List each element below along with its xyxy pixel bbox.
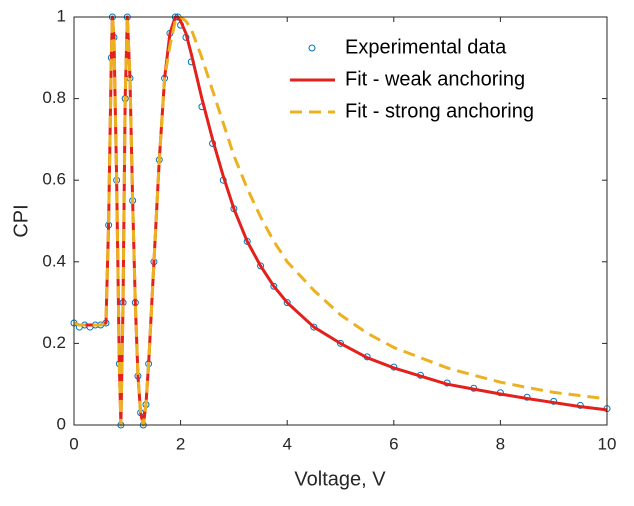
y-tick-label: 0.8 — [42, 88, 66, 107]
y-tick-label: 0.6 — [42, 170, 66, 189]
data-point — [310, 323, 318, 331]
x-tick-label: 0 — [69, 434, 78, 453]
legend-marker — [308, 44, 316, 52]
data-point — [270, 282, 278, 290]
legend-label: Fit - strong anchoring — [345, 100, 534, 122]
plot-frame — [73, 16, 608, 426]
x-tick-label: 2 — [176, 434, 185, 453]
x-tick-label: 10 — [598, 434, 617, 453]
series-line — [73, 15, 608, 427]
x-tick-label: 4 — [282, 434, 291, 453]
data-point — [283, 299, 291, 307]
x-tick-label: 8 — [496, 434, 505, 453]
y-tick-label: 1 — [57, 6, 66, 25]
x-tick-label: 6 — [389, 434, 398, 453]
x-axis-label: Voltage, V — [294, 468, 386, 490]
legend-label: Fit - weak anchoring — [345, 68, 525, 90]
y-tick-label: 0.2 — [42, 333, 66, 352]
y-tick-label: 0.4 — [42, 251, 66, 270]
legend-label: Experimental data — [345, 36, 507, 58]
y-axis-label: CPI — [10, 204, 32, 237]
y-tick-label: 0 — [57, 414, 66, 433]
